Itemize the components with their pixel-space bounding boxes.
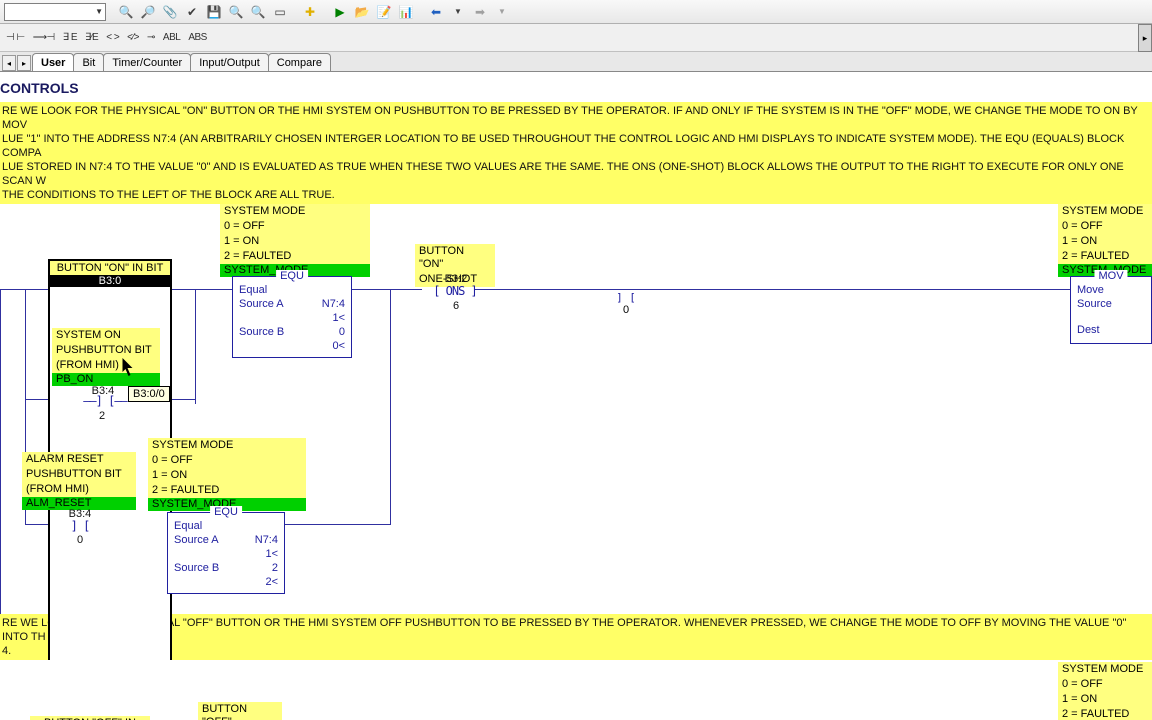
fwd-menu-icon[interactable]: ▼ — [492, 2, 512, 22]
open-icon[interactable]: 📂 — [352, 2, 372, 22]
contact-val: 0 — [70, 534, 90, 546]
new-icon[interactable]: ✚ — [300, 2, 320, 22]
tab-prev-icon[interactable]: ◂ — [2, 55, 16, 71]
main-toolbar: 🔍 🔎 📎 ✔ 💾 🔍 🔍 ▭ ✚ ▶ 📂 📝 📊 ⬅ ▼ ➡ ▼ — [0, 0, 1152, 24]
find-icon[interactable]: 🔍 — [116, 2, 136, 22]
instr-sym[interactable]: ABL — [163, 32, 180, 43]
ons-val: 6 — [446, 300, 466, 312]
contact-val: 0 — [623, 304, 629, 316]
instr-sym[interactable]: <⁄> — [127, 32, 139, 43]
instruction-strip: ⊣ ⊢ ⟶⊣ ∃ E ∃⁄E < > <⁄> ⊸ ABL ABS ▸ — [0, 24, 1152, 52]
verify-icon[interactable]: ✔ — [182, 2, 202, 22]
tab-input-output[interactable]: Input/Output — [190, 53, 269, 71]
tag-alm-reset[interactable]: ALARM RESET PUSHBUTTON BIT (FROM HMI) AL… — [22, 452, 136, 510]
tab-user[interactable]: User — [32, 53, 74, 71]
edit-icon[interactable]: 📝 — [374, 2, 394, 22]
zoom-in-icon[interactable]: 🔍 — [226, 2, 246, 22]
tab-bit[interactable]: Bit — [73, 53, 104, 71]
block-equ[interactable]: EQU Equal Source AN7:4 1< Source B0 0< — [232, 276, 352, 358]
tag-button-off[interactable]: BUTTON "OFF" IN BIT — [30, 716, 150, 720]
back-icon[interactable]: ⬅ — [426, 2, 446, 22]
tag-pb-on[interactable]: SYSTEM ON PUSHBUTTON BIT (FROM HMI) PB_O… — [52, 328, 160, 386]
address-combo[interactable] — [4, 3, 106, 21]
goto-icon[interactable]: 📎 — [160, 2, 180, 22]
block-ons[interactable]: [ ONS ] — [420, 284, 490, 298]
contact-addr: B3:0 — [50, 275, 170, 287]
rung-comment: RE WE LOOK FOR THE PHYSICAL "ON" BUTTON … — [0, 102, 1152, 204]
block-mov[interactable]: MOV Move Source Dest — [1070, 276, 1152, 344]
zoom-out-icon[interactable]: 🔍 — [248, 2, 268, 22]
instr-sym[interactable]: ⊣ ⊢ — [6, 32, 25, 43]
strip-scroll-icon[interactable]: ▸ — [1138, 24, 1152, 52]
tab-timer-counter[interactable]: Timer/Counter — [103, 53, 191, 71]
save-icon[interactable]: 💾 — [204, 2, 224, 22]
instr-sym[interactable]: < > — [106, 32, 119, 43]
rung-canvas-1: BUTTON "ON" IN BIT B3:0 ] [ 0 SYSTEM ON … — [0, 204, 1152, 614]
instr-sym[interactable]: ⟶⊣ — [33, 32, 55, 43]
run-icon[interactable]: ▶ — [330, 2, 350, 22]
fit-icon[interactable]: ▭ — [270, 2, 290, 22]
tag-ons[interactable]: BUTTON "OFF" ONE-SHOT — [198, 702, 282, 720]
chart-icon[interactable]: 📊 — [396, 2, 416, 22]
instr-sym[interactable]: ∃ E — [63, 32, 77, 43]
routine-title: CONTROLS — [0, 72, 1152, 102]
back-menu-icon[interactable]: ▼ — [448, 2, 468, 22]
contact-xic[interactable]: ] [ — [55, 519, 105, 533]
contact-val: 2 — [90, 410, 114, 422]
category-tabs: ◂ ▸ User Bit Timer/Counter Input/Output … — [0, 52, 1152, 72]
tab-compare[interactable]: Compare — [268, 53, 331, 71]
block-equ[interactable]: EQU Equal Source AN7:4 1< Source B2 2< — [167, 512, 285, 594]
tag-system-mode[interactable]: SYSTEM MODE 0 = OFF 1 = ON 2 = FAULTED S… — [148, 438, 306, 511]
instr-sym[interactable]: ABS — [188, 32, 207, 43]
fwd-icon[interactable]: ➡ — [470, 2, 490, 22]
contact-title: BUTTON "ON" IN BIT — [50, 261, 170, 275]
tag-system-mode[interactable]: SYSTEM MODE 0 = OFF 1 = ON 2 = FAULTED S… — [220, 204, 370, 277]
tag-system-mode[interactable]: SYSTEM MODE 0 = OFF 1 = ON 2 = FAULTED S… — [1058, 662, 1152, 720]
instr-sym[interactable]: ∃⁄E — [85, 32, 98, 43]
rung-canvas-2: BUTTON "OFF" IN BIT B3:0 ——] [—— BUTTON … — [0, 660, 1152, 720]
instr-sym[interactable]: ⊸ — [147, 32, 155, 43]
tooltip: B3:0/0 — [128, 386, 170, 402]
tab-next-icon[interactable]: ▸ — [17, 55, 31, 71]
find-next-icon[interactable]: 🔎 — [138, 2, 158, 22]
tag-system-mode[interactable]: SYSTEM MODE 0 = OFF 1 = ON 2 = FAULTED S… — [1058, 204, 1152, 277]
